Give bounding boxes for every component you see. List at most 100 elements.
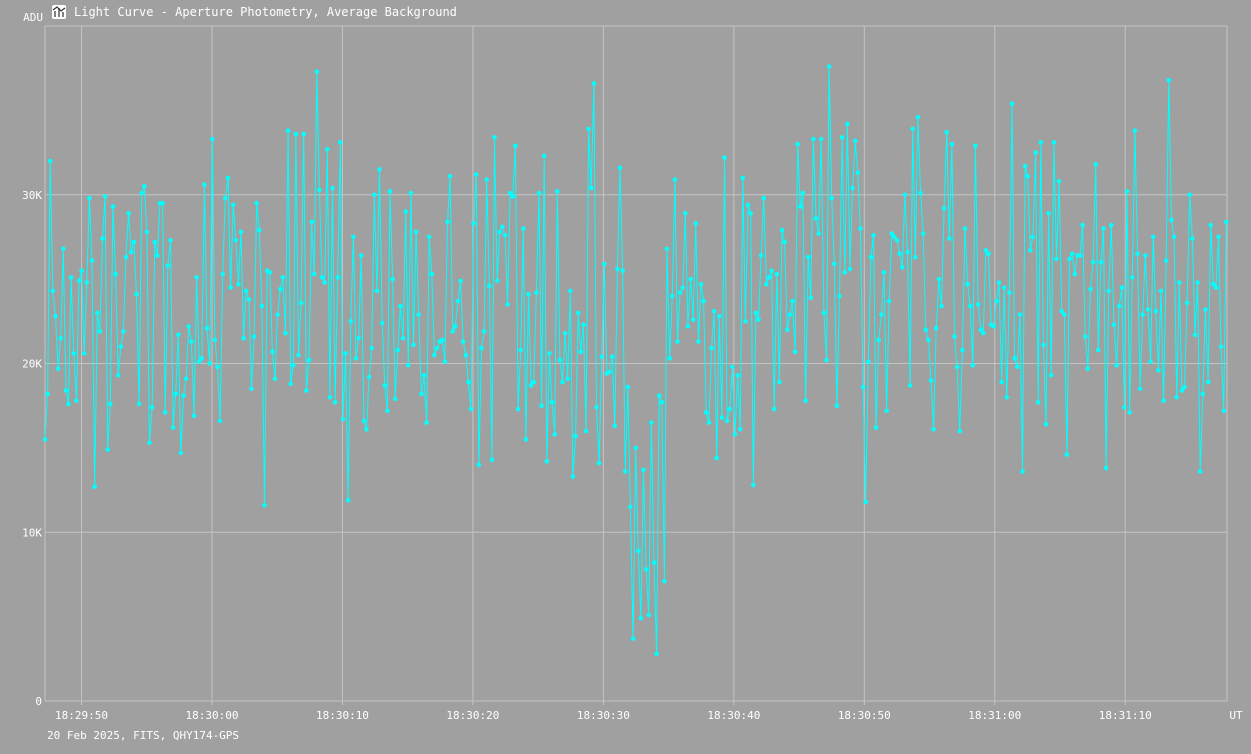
data-point — [447, 173, 453, 179]
data-point — [884, 408, 889, 414]
data-point — [717, 314, 722, 319]
data-point — [654, 651, 659, 657]
data-point — [473, 172, 479, 177]
data-point — [118, 344, 124, 349]
data-point — [698, 281, 704, 287]
data-point — [907, 383, 913, 388]
data-point — [395, 347, 401, 353]
data-point — [95, 310, 100, 316]
data-point — [126, 211, 131, 216]
data-point — [356, 335, 361, 341]
data-point — [220, 271, 225, 277]
data-point — [858, 226, 863, 231]
data-point — [1158, 288, 1164, 294]
data-point — [586, 126, 591, 132]
data-point — [1182, 384, 1187, 390]
data-point — [199, 356, 205, 361]
data-point — [1153, 308, 1159, 314]
data-point — [829, 195, 834, 201]
data-point — [217, 418, 223, 424]
data-point — [507, 190, 513, 196]
data-point — [1143, 253, 1148, 258]
data-point — [191, 413, 197, 419]
data-point — [818, 136, 824, 142]
data-point — [1064, 452, 1070, 457]
data-point — [685, 324, 691, 329]
data-point — [1109, 222, 1114, 228]
data-point — [785, 327, 790, 333]
data-point — [319, 275, 325, 280]
data-point — [1148, 359, 1153, 365]
data-point — [1140, 312, 1145, 317]
data-point — [1015, 364, 1020, 370]
data-point — [304, 388, 309, 393]
data-point — [55, 366, 61, 371]
data-point — [416, 312, 422, 317]
data-point — [824, 357, 829, 363]
data-point — [832, 261, 837, 267]
data-point — [267, 270, 273, 275]
data-point — [1213, 285, 1219, 290]
data-point — [764, 281, 769, 287]
data-point — [596, 460, 602, 466]
data-point — [325, 146, 330, 152]
data-point — [270, 349, 275, 355]
data-point — [751, 482, 756, 488]
data-point — [1025, 173, 1030, 179]
data-point — [411, 342, 416, 348]
data-point — [541, 153, 547, 159]
data-point — [1127, 410, 1132, 415]
data-point — [701, 298, 706, 304]
data-point — [528, 383, 534, 388]
data-point — [1101, 226, 1106, 231]
data-point — [782, 239, 787, 245]
data-point — [142, 184, 147, 189]
data-point — [1017, 312, 1023, 317]
data-point — [1088, 287, 1093, 292]
data-point — [1009, 101, 1015, 106]
data-point — [826, 64, 832, 69]
data-point — [897, 251, 902, 257]
data-point — [1156, 368, 1161, 373]
data-point — [1203, 307, 1208, 312]
data-point — [484, 177, 490, 182]
data-point — [748, 211, 753, 216]
data-point — [165, 263, 171, 268]
data-point — [50, 288, 56, 294]
data-point — [957, 428, 963, 434]
data-point — [672, 177, 678, 182]
data-point — [251, 334, 257, 339]
data-point — [523, 437, 529, 442]
light-curve-icon[interactable] — [52, 5, 66, 19]
data-point — [450, 329, 456, 334]
data-point — [727, 406, 733, 412]
data-point — [123, 254, 129, 260]
data-point — [225, 175, 231, 181]
data-point — [275, 312, 280, 317]
data-point — [1111, 322, 1117, 328]
data-point — [568, 288, 573, 294]
data-point — [1137, 386, 1143, 392]
data-point — [390, 276, 395, 282]
data-point — [670, 293, 675, 299]
data-point — [962, 226, 968, 231]
data-point — [1116, 303, 1122, 309]
data-point — [178, 450, 184, 456]
data-point — [358, 253, 364, 258]
data-point — [581, 322, 586, 328]
data-point — [889, 231, 895, 236]
data-point — [662, 578, 667, 584]
data-point — [424, 420, 429, 425]
data-point — [926, 337, 931, 343]
data-point — [487, 283, 492, 289]
data-point — [215, 364, 220, 370]
data-point — [170, 425, 176, 430]
data-point — [526, 292, 531, 297]
data-point — [353, 356, 359, 361]
data-point — [1059, 308, 1064, 314]
data-point — [476, 462, 482, 468]
data-point — [837, 293, 842, 299]
data-point — [834, 403, 840, 409]
data-point — [81, 351, 87, 356]
